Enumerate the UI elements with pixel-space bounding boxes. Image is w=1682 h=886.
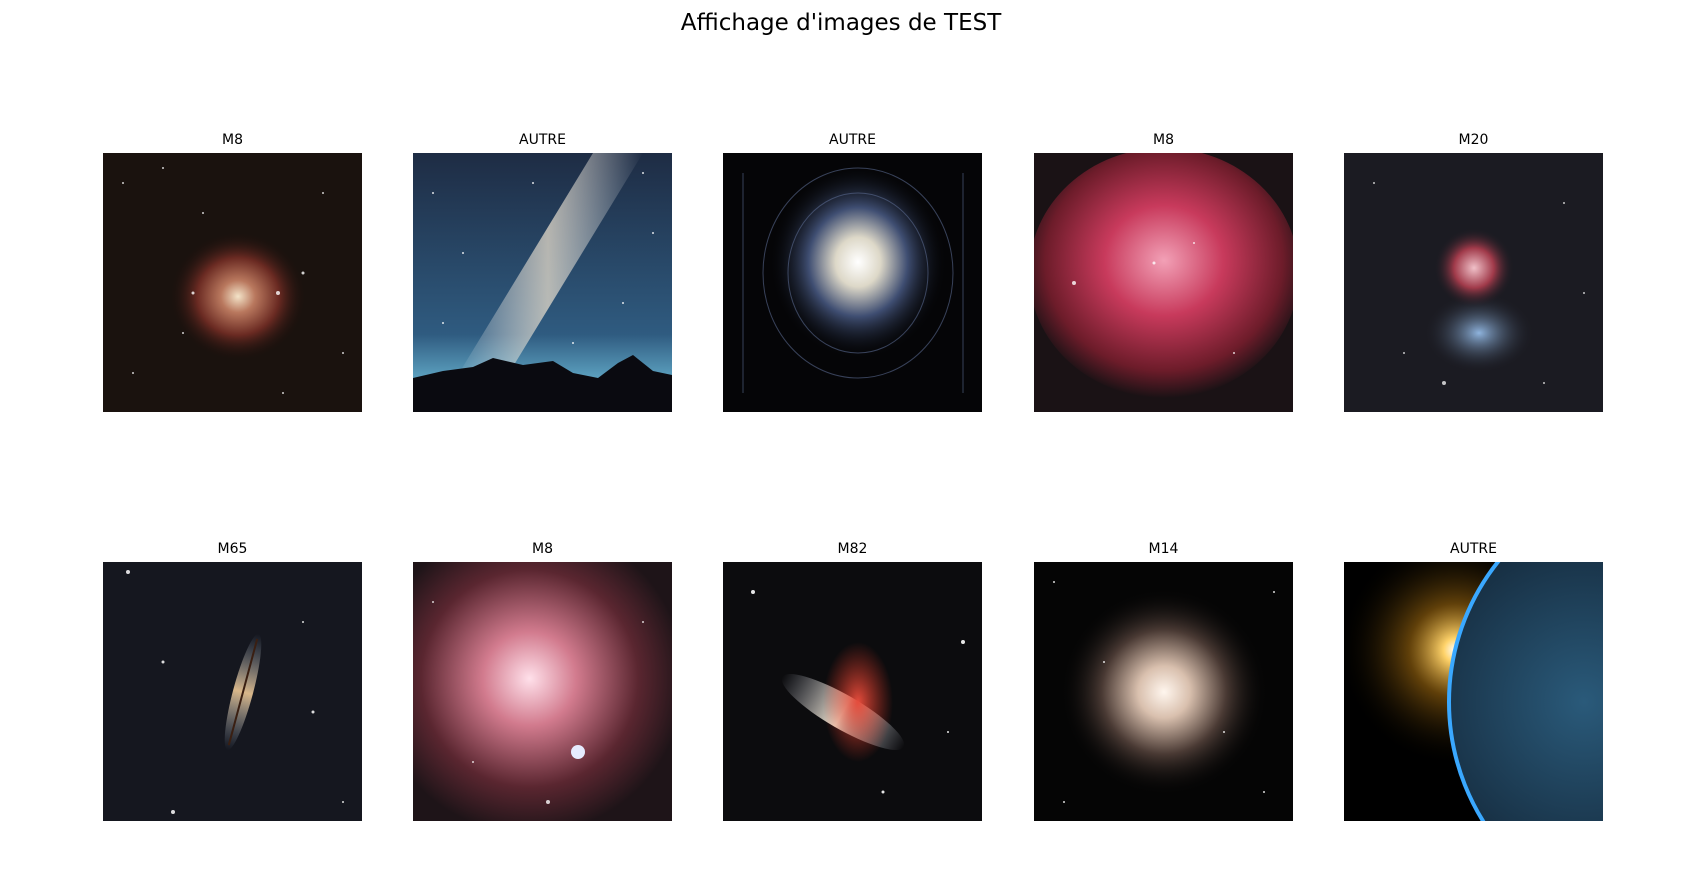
earth-sunrise-image [1344,562,1603,821]
globular-cluster-image [1034,562,1293,821]
panel-title: M8 [532,541,553,557]
panel-4: M8 [1034,131,1293,412]
figure-title: Affichage d'images de TEST [680,10,1002,36]
spiral-galaxy-render-image [723,153,982,412]
panel-title: M82 [837,541,868,557]
panel-1: M8 [103,131,362,412]
panel-9: M14 [1034,540,1293,821]
panel-8: M82 [723,540,982,821]
panel-title: AUTRE [829,132,876,148]
panel-6: M65 [103,540,362,821]
panel-10: AUTRE [1344,540,1603,821]
panel-title: M20 [1458,132,1489,148]
panel-title: AUTRE [519,132,566,148]
cigar-galaxy-image [723,562,982,821]
panel-title: M8 [222,132,243,148]
panel-2: AUTRE [413,131,672,412]
nebula-image [103,153,362,412]
trifid-nebula-image [1344,153,1603,412]
red-nebula-image [1034,153,1293,412]
milky-way-image [413,153,672,412]
panel-title: M65 [217,541,248,557]
panel-3: AUTRE [723,131,982,412]
lagoon-nebula-image [413,562,672,821]
panel-title: AUTRE [1450,541,1497,557]
panel-title: M14 [1148,541,1179,557]
panel-7: M8 [413,540,672,821]
panel-5: M20 [1344,131,1603,412]
panel-title: M8 [1153,132,1174,148]
edge-on-galaxy-image [103,562,362,821]
